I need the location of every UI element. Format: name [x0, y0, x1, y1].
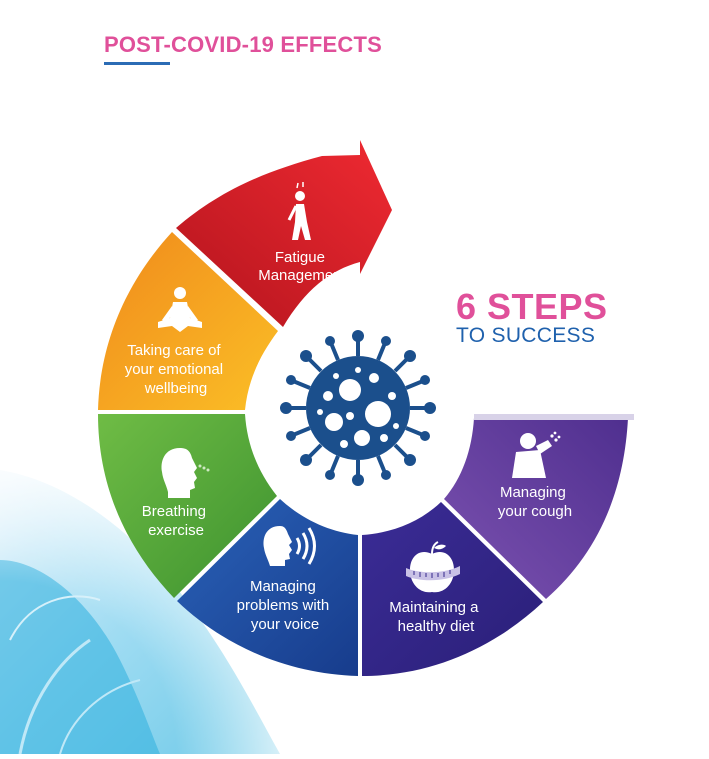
- tagline-small: TO SUCCESS: [456, 324, 596, 347]
- step-label-fatigue: Fatigue Management: [258, 249, 346, 284]
- segment-voice: [177, 499, 358, 676]
- segment-cough: [444, 418, 628, 599]
- step-label-breathing: Breathing exercise: [142, 503, 210, 539]
- walking-person-icon: [287, 182, 311, 240]
- segment-fatigue: [176, 140, 392, 327]
- step-label-cough: Managing your cough: [498, 484, 572, 520]
- meditation-icon: [158, 287, 202, 332]
- virus-icon: [280, 330, 436, 486]
- step-label-emotional: Taking care of your emotional wellbeing: [125, 342, 228, 397]
- breathing-head-icon: [161, 448, 210, 498]
- step-label-diet: Maintaining a healthy diet: [389, 599, 482, 635]
- page-title: POST-COVID-19 EFFECTS: [104, 32, 383, 57]
- segment-diet: [362, 502, 543, 676]
- title-underline: [104, 62, 170, 65]
- tagline-big: 6 STEPS: [456, 286, 608, 327]
- background-decoration: [0, 440, 320, 755]
- segment-breathing: [98, 414, 277, 598]
- step-label-voice: Managing problems with your voice: [237, 578, 334, 633]
- coughing-person-icon: [512, 431, 561, 478]
- speaking-head-icon: [263, 526, 316, 566]
- apple-measuring-tape-icon: [406, 541, 460, 593]
